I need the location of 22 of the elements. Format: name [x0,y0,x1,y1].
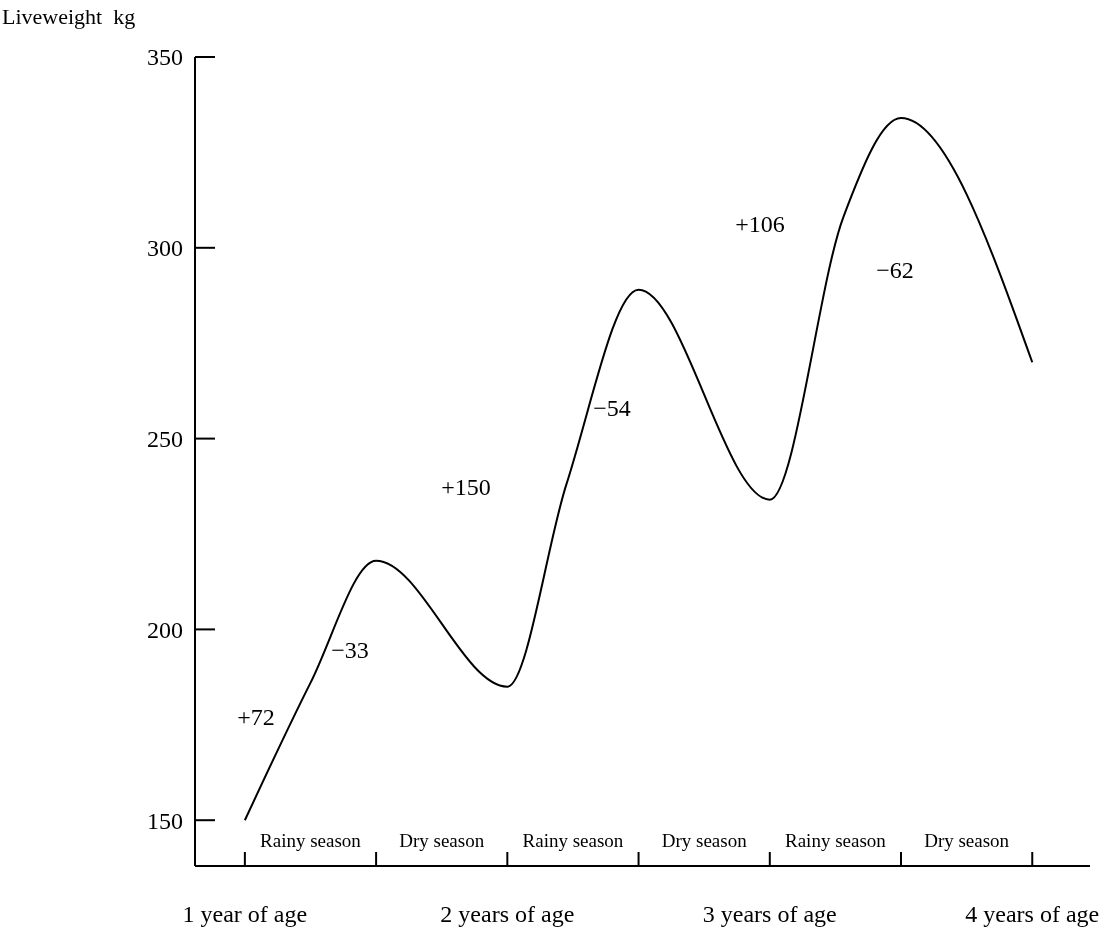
x-tick-label: 3 years of age [702,901,837,927]
annotation: Dry season [924,829,1010,851]
annotation: −62 [876,257,914,284]
y-tick-label: 200 [147,616,183,643]
annotation: −54 [593,395,631,422]
y-axis-title: Liveweight kg [2,4,136,29]
annotation: Dry season [661,829,748,851]
annotation: +72 [237,704,275,731]
annotation: Dry season [399,829,485,851]
annotation: Rainy season [522,829,624,851]
annotation: −33 [331,637,369,664]
x-tick-label: 4 years of age [965,901,1100,927]
annotation: Rainy season [260,829,362,851]
x-tick-label: 1 year of age [182,901,308,927]
y-tick-label: 300 [147,235,183,262]
annotation: +106 [735,211,785,238]
x-tick-label: 2 years of age [440,901,575,927]
y-tick-label: 250 [147,426,183,452]
y-tick-label: 150 [147,807,183,834]
y-tick-label: 350 [147,44,183,71]
annotation: +150 [441,474,491,501]
annotation: Rainy season [785,829,887,851]
